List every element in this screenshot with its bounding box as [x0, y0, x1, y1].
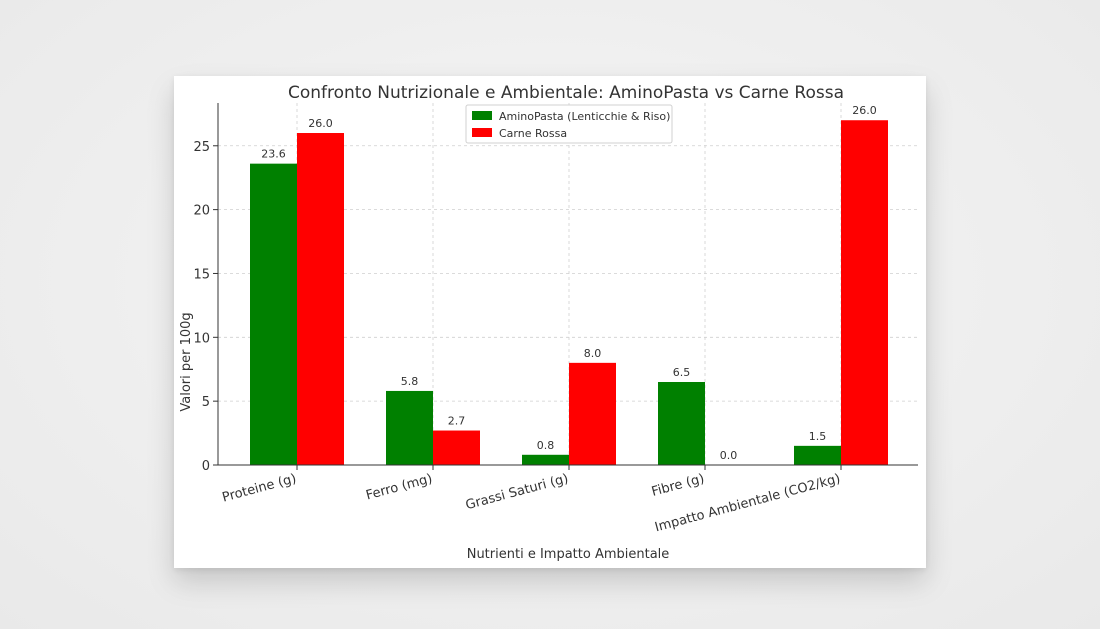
- bar-value-label: 26.0: [308, 117, 333, 130]
- bar-value-label: 23.6: [261, 148, 286, 161]
- y-tick-labels: 0 5 10 15 20 25: [193, 140, 218, 474]
- legend-label-aminopasta: AminoPasta (Lenticchie & Riso): [499, 110, 670, 123]
- bar-value-label: 6.5: [673, 366, 691, 379]
- bar-carne-rossa: [569, 362, 616, 465]
- y-tick-label: 25: [193, 140, 210, 155]
- bar-aminopasta: [250, 163, 297, 465]
- chart-card: Confronto Nutrizionale e Ambientale: Ami…: [174, 76, 926, 568]
- legend-swatch-carne-rossa: [472, 128, 492, 137]
- x-tick-label: Grassi Saturi (g): [464, 471, 570, 513]
- x-tick-label: Fibre (g): [650, 471, 706, 499]
- bar-aminopasta: [794, 445, 841, 465]
- legend-box: [465, 104, 673, 144]
- bar-value-label: 2.7: [448, 415, 466, 428]
- bar-value-label: 0.8: [537, 439, 555, 452]
- bar-carne-rossa: [433, 430, 480, 465]
- x-axis-label: Nutrienti e Impatto Ambientale: [467, 547, 670, 562]
- y-tick-label: 15: [193, 267, 210, 282]
- x-tick-label: Proteine (g): [221, 471, 298, 505]
- bar-aminopasta: [658, 382, 705, 465]
- y-tick-label: 0: [202, 459, 210, 474]
- axes: [217, 103, 918, 466]
- legend-swatch-aminopasta: [472, 111, 492, 120]
- y-tick-label: 20: [193, 204, 210, 219]
- x-tick-labels: Proteine (g) Ferro (mg) Grassi Saturi (g) F…: [221, 465, 842, 535]
- chart-title: Confronto Nutrizionale e Ambientale: Ami…: [288, 83, 844, 103]
- legend-label-carne-rossa: Carne Rossa: [499, 127, 567, 140]
- bar-chart: Confronto Nutrizionale e Ambientale: Ami…: [179, 83, 918, 562]
- y-axis-label: Valori per 100g: [179, 312, 194, 411]
- y-tick-label: 5: [202, 395, 210, 410]
- bar-carne-rossa: [841, 120, 888, 465]
- bars: [250, 120, 888, 465]
- x-tick-label: Ferro (mg): [364, 471, 434, 503]
- bar-value-label: 5.8: [401, 375, 419, 388]
- bar-aminopasta: [386, 390, 433, 465]
- legend: AminoPasta (Lenticchie & Riso) Carne Ros…: [465, 104, 673, 144]
- bar-value-label: 26.0: [852, 104, 877, 117]
- y-tick-label: 10: [193, 331, 210, 346]
- bar-carne-rossa: [297, 133, 344, 465]
- bar-value-label: 8.0: [584, 347, 602, 360]
- data-labels: 23.6 5.8 0.8 6.5 1.5 26.0 2.7 8.0 0.0 26.0: [261, 104, 877, 462]
- bar-aminopasta: [522, 454, 569, 465]
- bar-value-label: 0.0: [720, 449, 738, 462]
- bar-value-label: 1.5: [809, 430, 827, 443]
